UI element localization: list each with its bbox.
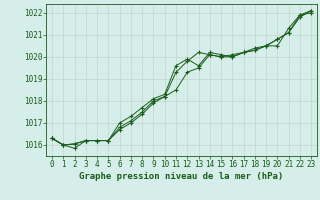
X-axis label: Graphe pression niveau de la mer (hPa): Graphe pression niveau de la mer (hPa) — [79, 172, 284, 181]
